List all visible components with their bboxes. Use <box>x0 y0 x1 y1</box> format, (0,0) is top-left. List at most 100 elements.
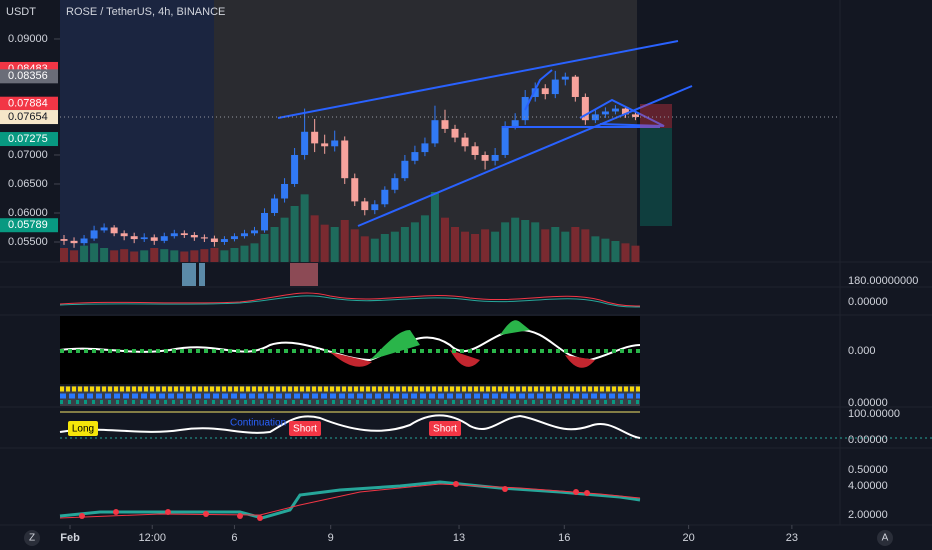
volume-bar <box>60 248 69 262</box>
price-tag-label: 0.05789 <box>8 219 48 231</box>
volume-bar <box>90 243 99 262</box>
candle-body <box>421 143 429 153</box>
price-tag <box>0 96 58 111</box>
volume-bar <box>551 227 560 262</box>
candle-body <box>240 233 248 237</box>
signal: Continuation <box>230 418 286 429</box>
candle-body <box>100 227 108 231</box>
price-tag <box>0 218 58 233</box>
candle-body <box>150 237 158 241</box>
oscillator <box>59 414 641 439</box>
y-tick-label: 0.07000 <box>8 149 48 161</box>
volume-bar <box>80 245 89 262</box>
volume-bar <box>230 248 239 262</box>
wave-fill <box>330 350 595 368</box>
candle-body <box>261 212 269 231</box>
volume-bar <box>100 248 109 262</box>
candle-body <box>571 76 579 97</box>
candle-body <box>511 120 519 126</box>
signal: Short <box>433 424 457 435</box>
price-tag-label: 0.08356 <box>8 70 48 82</box>
candle-body <box>441 120 449 129</box>
volume-bar <box>360 236 369 262</box>
indicator-label: 0.00000 <box>848 397 888 409</box>
signal-bg <box>68 421 98 436</box>
volume-bar <box>561 231 570 262</box>
volume-bar <box>601 238 610 262</box>
y-tick-label: 0.05500 <box>8 236 48 248</box>
volume-bar <box>280 217 289 262</box>
candle-body <box>281 183 289 199</box>
x-tick-label: 9 <box>328 532 334 544</box>
x-tick-label: 13 <box>453 532 465 544</box>
volume-bar <box>380 234 389 262</box>
volume-bar <box>210 248 219 262</box>
candle-body <box>210 238 218 242</box>
corner-label[interactable]: A <box>882 533 889 544</box>
candle-body <box>140 237 148 240</box>
marker <box>182 263 196 286</box>
price-tag-label: 0.07884 <box>8 98 48 110</box>
candle-body <box>190 235 198 238</box>
candle-body <box>601 111 609 115</box>
price-tag <box>0 69 58 84</box>
corner-button[interactable] <box>877 530 893 546</box>
oscillator <box>59 295 641 308</box>
candle-body <box>160 236 168 241</box>
candle-body <box>90 230 98 239</box>
volume-bar <box>300 194 309 262</box>
volume-bar <box>140 250 149 262</box>
price-tag <box>0 110 58 125</box>
candle-body <box>561 76 569 80</box>
volume-bar <box>130 251 139 262</box>
candle-body <box>431 120 439 144</box>
volume-bar <box>501 222 510 262</box>
volume-bar <box>270 227 279 262</box>
volume-bar <box>150 248 159 262</box>
marker <box>290 263 318 286</box>
volume-bar <box>320 224 329 262</box>
candle-body <box>180 233 188 236</box>
candle-body <box>481 154 489 161</box>
x-tick-label: 16 <box>558 532 570 544</box>
candle-body <box>491 154 499 161</box>
volume-bar <box>471 234 480 262</box>
candle-body <box>230 236 238 240</box>
indicator-label: 180.00000000 <box>848 275 918 287</box>
indicator-label: 2.00000 <box>848 509 888 521</box>
candle-body <box>291 154 299 184</box>
candle-body <box>471 146 479 155</box>
signal-bg <box>289 421 321 436</box>
signal: Long <box>72 424 94 435</box>
candle-body <box>451 128 459 138</box>
candle-body <box>170 233 178 237</box>
volume-bar <box>200 249 209 262</box>
volume-bar <box>541 229 550 262</box>
volume-bar <box>70 250 79 262</box>
volume-bar <box>531 222 540 262</box>
candle-body <box>311 131 319 144</box>
x-tick-label: 20 <box>682 532 694 544</box>
volume-bar <box>420 215 429 262</box>
x-tick-label: 23 <box>786 532 798 544</box>
signal-dots <box>79 481 590 521</box>
corner-button[interactable] <box>24 530 40 546</box>
candle-body <box>621 108 629 115</box>
candle-body <box>551 79 559 95</box>
x-tick-label: 6 <box>231 532 237 544</box>
volume-bar <box>491 231 500 262</box>
volume-bar <box>160 249 169 262</box>
x-tick-label: 12:00 <box>138 532 166 544</box>
volume-layer <box>60 192 640 262</box>
volume-bar <box>621 243 630 262</box>
volume-bar <box>631 245 640 262</box>
volume-bar <box>370 238 379 262</box>
candle-body <box>611 108 619 112</box>
candle-body <box>351 178 359 202</box>
currency: USDT <box>6 6 36 18</box>
volume-bar <box>350 229 359 262</box>
candle-body <box>80 238 88 244</box>
volume-bar <box>440 217 449 262</box>
corner-label[interactable]: Z <box>29 533 35 544</box>
volume-bar <box>110 250 119 262</box>
